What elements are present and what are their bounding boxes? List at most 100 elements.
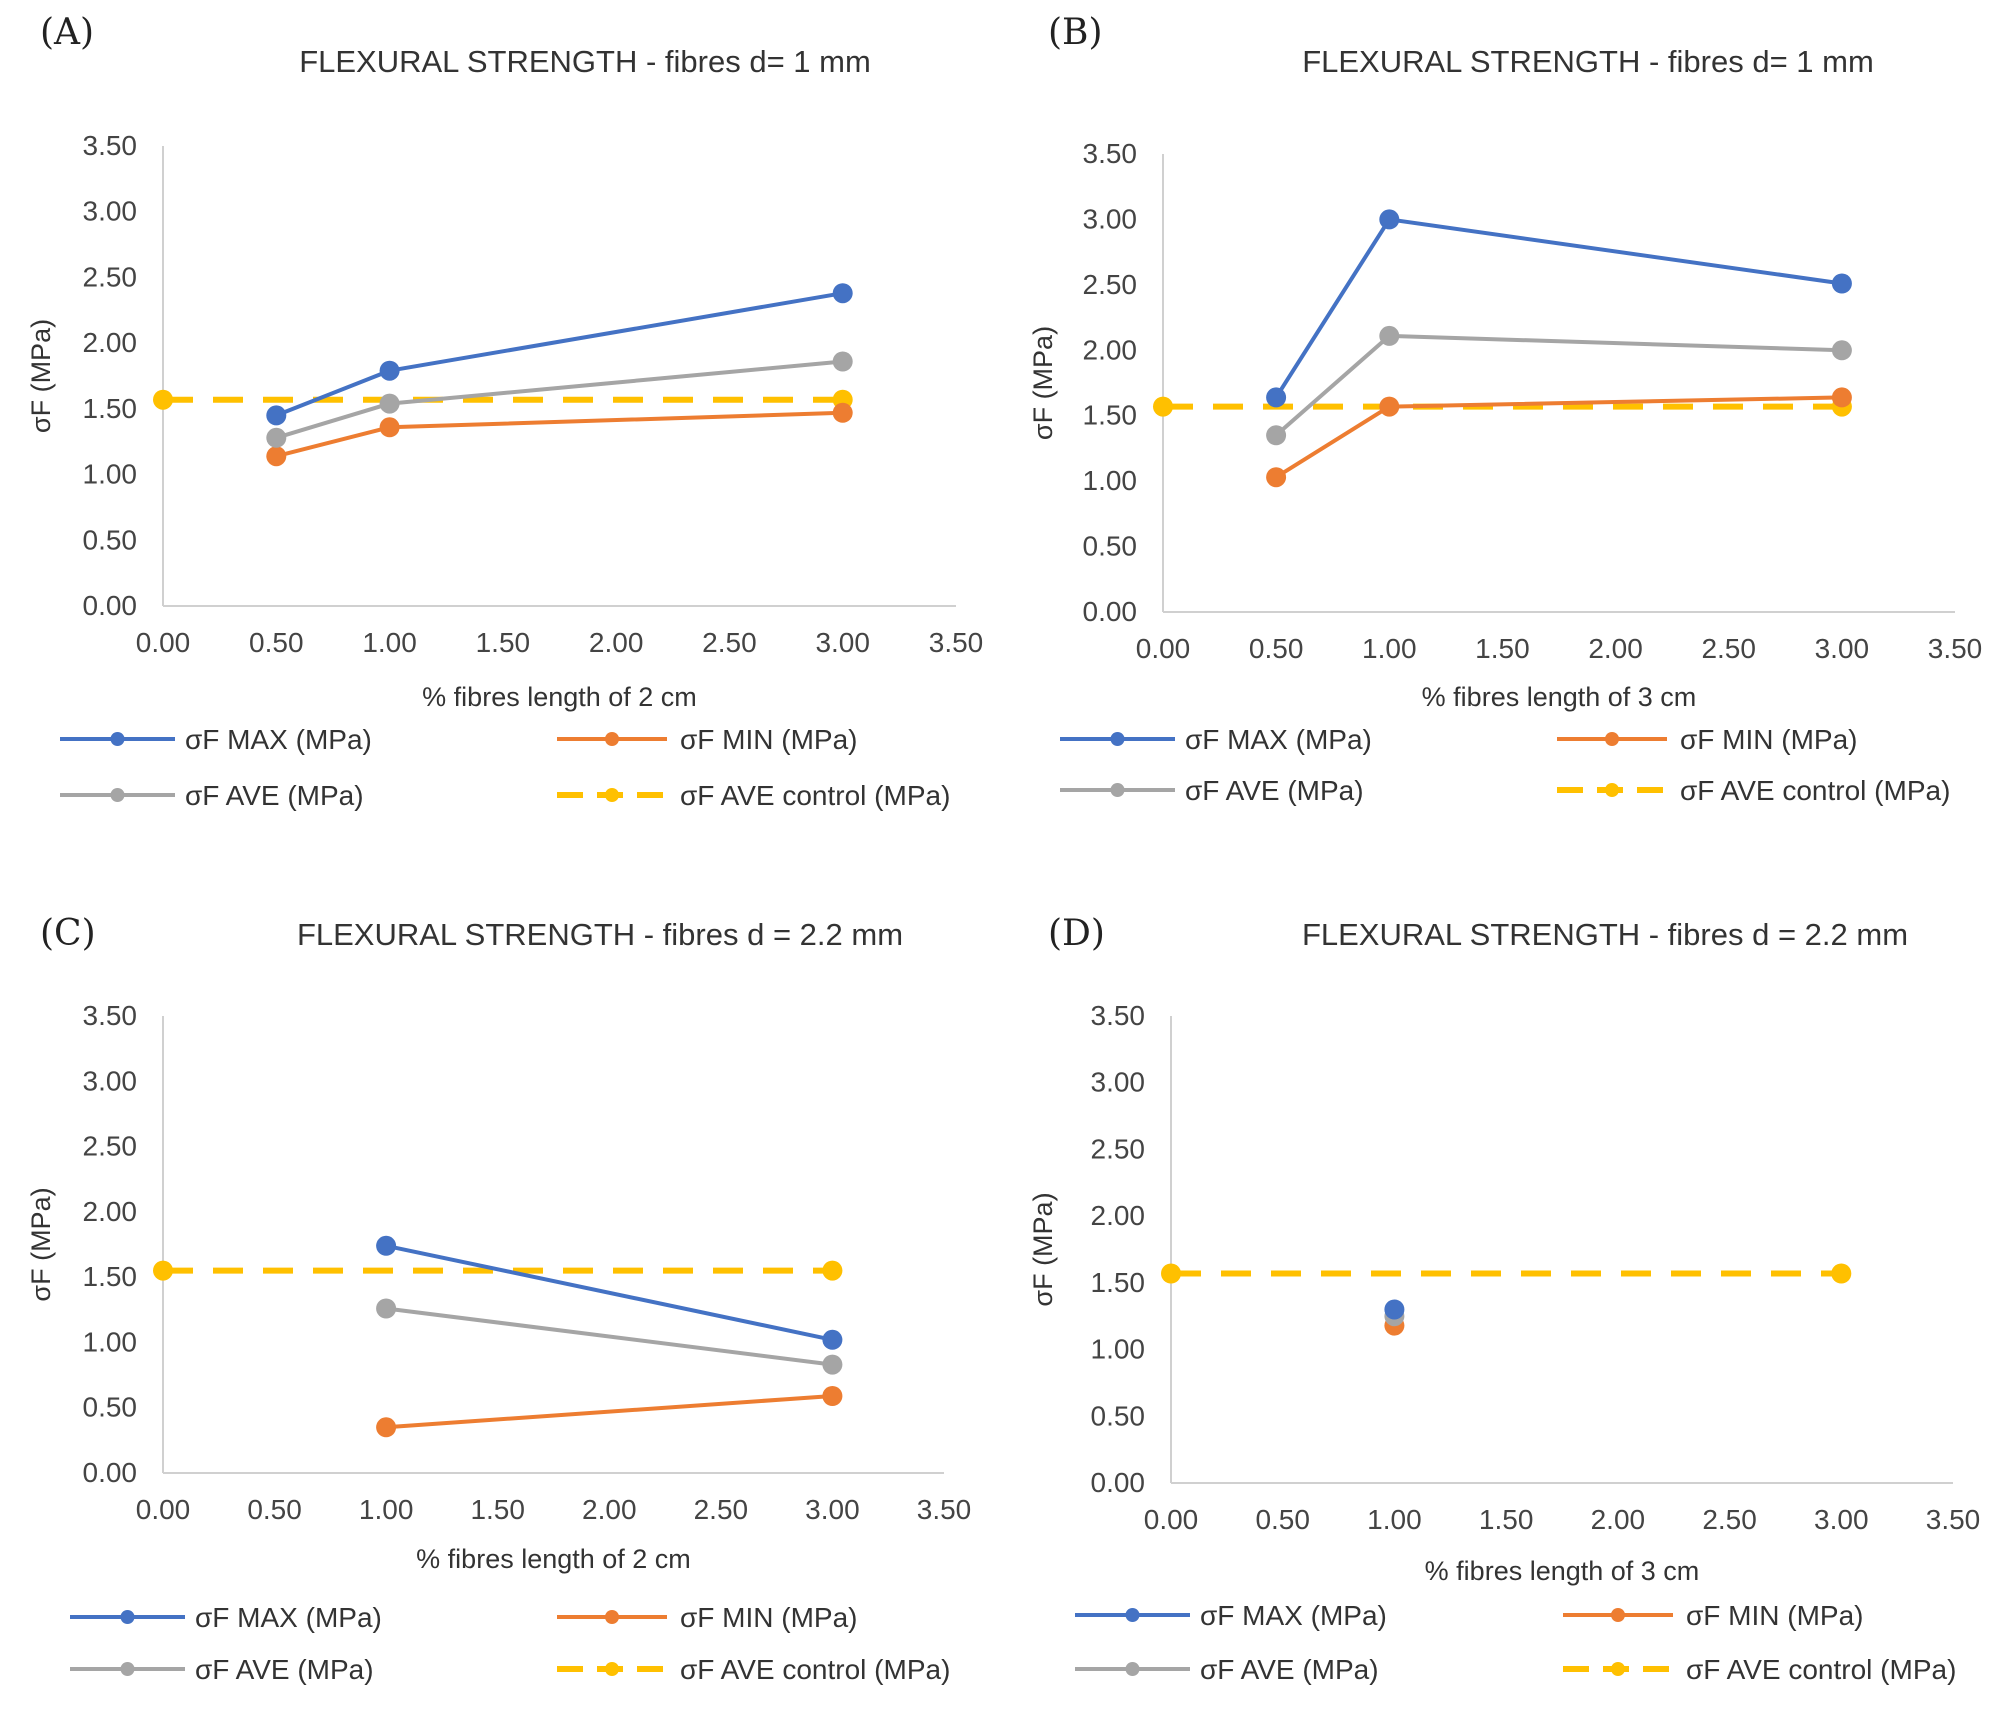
legend-marker-max [1125,1608,1140,1622]
legend-label-max: σF MAX (MPa) [185,724,372,755]
y-axis-title: σF (MPa) [1028,1192,1058,1306]
x-tick-label: 3.00 [1815,633,1870,664]
y-axis-title: σF (MPa) [26,319,56,433]
data-point-max [376,1235,397,1256]
y-tick-label: 0.50 [83,1392,138,1423]
data-point-max [266,405,287,426]
y-tick-label: 2.00 [1083,334,1138,365]
y-tick-label: 3.50 [83,130,138,161]
y-tick-label: 2.00 [83,1196,138,1227]
data-point-control [1161,1263,1181,1284]
legend-label-min: σF MIN (MPa) [680,724,858,755]
x-tick-label: 0.50 [1249,633,1304,664]
legend-label-ave: σF AVE (MPa) [1200,1654,1379,1685]
data-point-control [153,389,173,410]
legend-marker-control [1605,783,1619,797]
x-tick-label: 0.50 [249,627,304,658]
data-point-ave [1266,425,1287,446]
panel-a: (A) FLEXURAL STRENGTH - fibres d= 1 mm 0.0… [26,12,983,811]
y-tick-label: 1.50 [83,393,138,424]
legend-label-control: σF AVE control (MPa) [680,780,950,811]
x-tick-label: 1.00 [362,627,417,658]
data-point-control [153,1260,173,1281]
panel-c: (C) FLEXURAL STRENGTH - fibres d = 2.2 mm… [26,913,971,1685]
series-line-max [275,291,844,418]
data-point-ave [266,427,287,448]
legend-label-min: σF MIN (MPa) [1686,1600,1864,1631]
x-tick-label: 0.50 [1255,1504,1310,1535]
legend-label-ave: σF AVE (MPa) [185,780,364,811]
data-point-ave [1831,340,1852,361]
y-tick-label: 0.00 [1083,596,1138,627]
legend-marker-min [1605,732,1619,746]
x-axis-title: % fibres length of 3 cm [1425,1556,1700,1586]
data-point-max [1831,273,1852,294]
y-tick-label: 1.00 [1083,465,1138,496]
y-tick-label: 1.50 [1091,1267,1146,1298]
x-tick-label: 3.50 [929,627,984,658]
data-point-ave [376,1298,397,1319]
x-tick-label: 1.00 [1362,633,1417,664]
x-tick-label: 3.00 [1814,1504,1869,1535]
panel-label: (D) [1048,913,1105,954]
x-tick-label: 3.50 [917,1494,972,1525]
y-tick-label: 2.00 [83,327,138,358]
chart-title: FLEXURAL STRENGTH - fibres d = 2.2 mm [1302,917,1908,952]
y-tick-label: 0.50 [1083,531,1138,562]
legend-label-control: σF AVE control (MPa) [1680,775,1950,806]
chart-title: FLEXURAL STRENGTH - fibres d = 2.2 mm [297,917,903,952]
data-point-min [376,1417,397,1438]
data-point-control [822,1260,843,1281]
legend-marker-ave [1125,1662,1140,1676]
series-line-max [1274,217,1843,399]
series-line-ave [275,359,843,440]
x-tick-label: 1.50 [1475,633,1530,664]
legend-label-control: σF AVE control (MPa) [1686,1654,1956,1685]
legend-marker-max [110,732,125,746]
data-point-min [1266,467,1287,488]
x-tick-label: 2.00 [1588,633,1643,664]
y-tick-label: 2.50 [1083,269,1138,300]
legend-marker-ave [1110,783,1125,797]
x-tick-label: 0.00 [136,1494,191,1525]
legend-marker-max [120,1610,135,1624]
y-tick-label: 0.50 [1091,1400,1146,1431]
data-point-ave [379,393,400,414]
data-point-min [266,446,287,467]
x-tick-label: 3.50 [1926,1504,1981,1535]
data-point-min [822,1386,843,1406]
y-tick-label: 0.00 [83,1457,138,1488]
x-tick-label: 2.00 [1591,1504,1646,1535]
y-tick-label: 3.00 [83,1065,138,1096]
y-axis-title: σF (MPa) [1028,326,1058,440]
panel-b: (B) FLEXURAL STRENGTH - fibres d= 1 mm 0.0… [1028,12,1982,806]
y-tick-label: 2.50 [1091,1133,1146,1164]
y-tick-label: 3.00 [83,196,138,227]
series-line-ave [1274,333,1842,437]
x-tick-label: 1.50 [1479,1504,1534,1535]
y-tick-label: 3.50 [83,1000,138,1031]
y-tick-label: 2.50 [83,1131,138,1162]
data-point-control [1831,1263,1852,1284]
data-point-max [832,283,853,304]
x-tick-label: 3.00 [805,1494,860,1525]
x-tick-label: 3.50 [1928,633,1983,664]
data-point-control [1153,396,1173,417]
y-tick-label: 0.00 [83,590,138,621]
y-tick-label: 1.00 [83,459,138,490]
legend-label-max: σF MAX (MPa) [195,1602,382,1633]
y-tick-label: 0.00 [1091,1467,1146,1498]
legend-label-max: σF MAX (MPa) [1200,1600,1387,1631]
x-tick-label: 0.00 [1144,1504,1199,1535]
y-tick-label: 3.50 [1083,138,1138,169]
x-axis-title: % fibres length of 2 cm [422,682,697,712]
legend-label-ave: σF AVE (MPa) [1185,775,1364,806]
legend-label-ave: σF AVE (MPa) [195,1654,374,1685]
y-tick-label: 1.00 [1091,1334,1146,1365]
legend-label-control: σF AVE control (MPa) [680,1654,950,1685]
x-axis-title: % fibres length of 3 cm [1422,682,1697,712]
legend-label-max: σF MAX (MPa) [1185,724,1372,755]
data-point-ave [832,351,853,372]
legend-marker-ave [110,788,125,802]
